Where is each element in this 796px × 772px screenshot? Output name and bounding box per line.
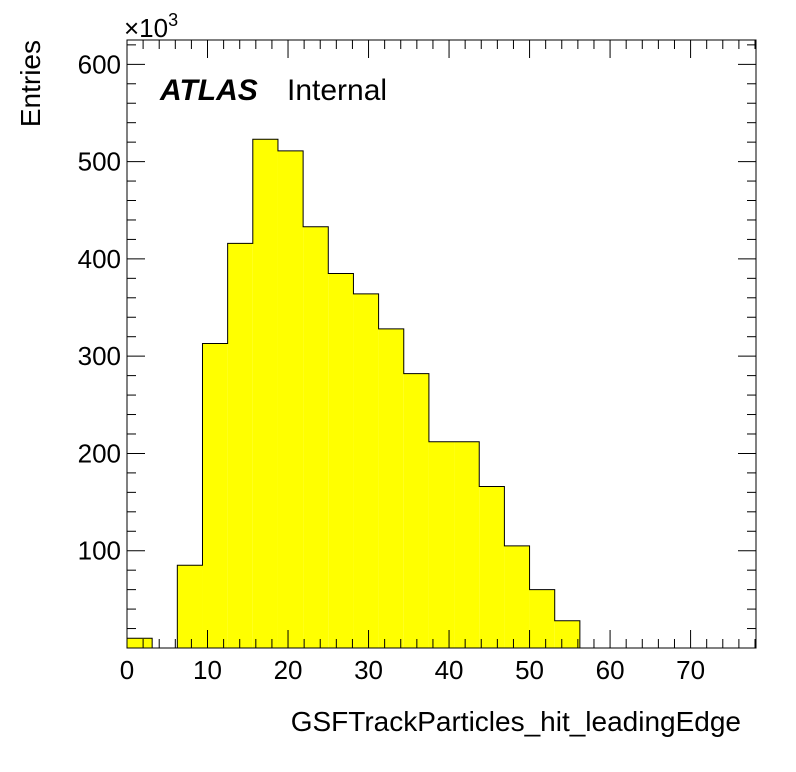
y-multiplier-exponent: 3 — [168, 10, 178, 30]
atlas-label: ATLAS — [159, 74, 258, 107]
histogram-bin — [403, 373, 429, 648]
histogram-bin — [303, 226, 329, 649]
x-tick-label: 50 — [515, 655, 544, 685]
histogram-bin — [127, 638, 153, 648]
y-axis-tick-labels: 100 200 300 400 500 600 — [78, 49, 121, 565]
x-tick-label: 40 — [435, 655, 464, 685]
x-tick-label: 0 — [120, 655, 134, 685]
histogram-bin — [227, 243, 253, 649]
histogram-bin — [252, 139, 278, 649]
x-tick-label: 10 — [193, 655, 222, 685]
y-tick-label: 100 — [78, 536, 121, 566]
histogram-bin — [504, 545, 530, 648]
y-tick-label: 500 — [78, 147, 121, 177]
histogram-bin — [328, 273, 354, 648]
y-axis-title: Entries — [15, 40, 46, 127]
histogram-bin — [529, 589, 555, 648]
histogram-bin — [277, 150, 304, 648]
plot-frame — [126, 39, 757, 649]
y-multiplier-base: ×10 — [124, 13, 168, 43]
internal-label: Internal — [287, 74, 387, 107]
y-tick-label: 400 — [78, 244, 121, 274]
histogram-bin — [378, 328, 404, 648]
x-axis-tick-labels: 0 10 20 30 40 50 60 70 — [120, 655, 705, 685]
x-tick-label: 60 — [596, 655, 625, 685]
histogram-bars — [126, 138, 756, 649]
histogram-bin — [353, 293, 379, 648]
histogram-bin — [202, 343, 228, 648]
y-multiplier: ×103 — [124, 10, 178, 43]
x-axis-title: GSFTrackParticles_hit_leadingEdge — [291, 706, 741, 737]
y-tick-label: 600 — [78, 49, 121, 79]
x-tick-label: 20 — [274, 655, 303, 685]
y-tick-label: 300 — [78, 341, 121, 371]
x-tick-label: 70 — [676, 655, 705, 685]
y-tick-label: 200 — [78, 438, 121, 468]
histogram-bin — [479, 486, 505, 648]
histogram-bin — [554, 620, 580, 648]
histogram-bin — [177, 565, 203, 648]
x-axis-ticks — [126, 40, 756, 648]
histogram-bin — [428, 441, 455, 648]
histogram-bin — [454, 441, 480, 648]
y-axis-ticks — [127, 44, 756, 649]
x-tick-label: 30 — [354, 655, 383, 685]
